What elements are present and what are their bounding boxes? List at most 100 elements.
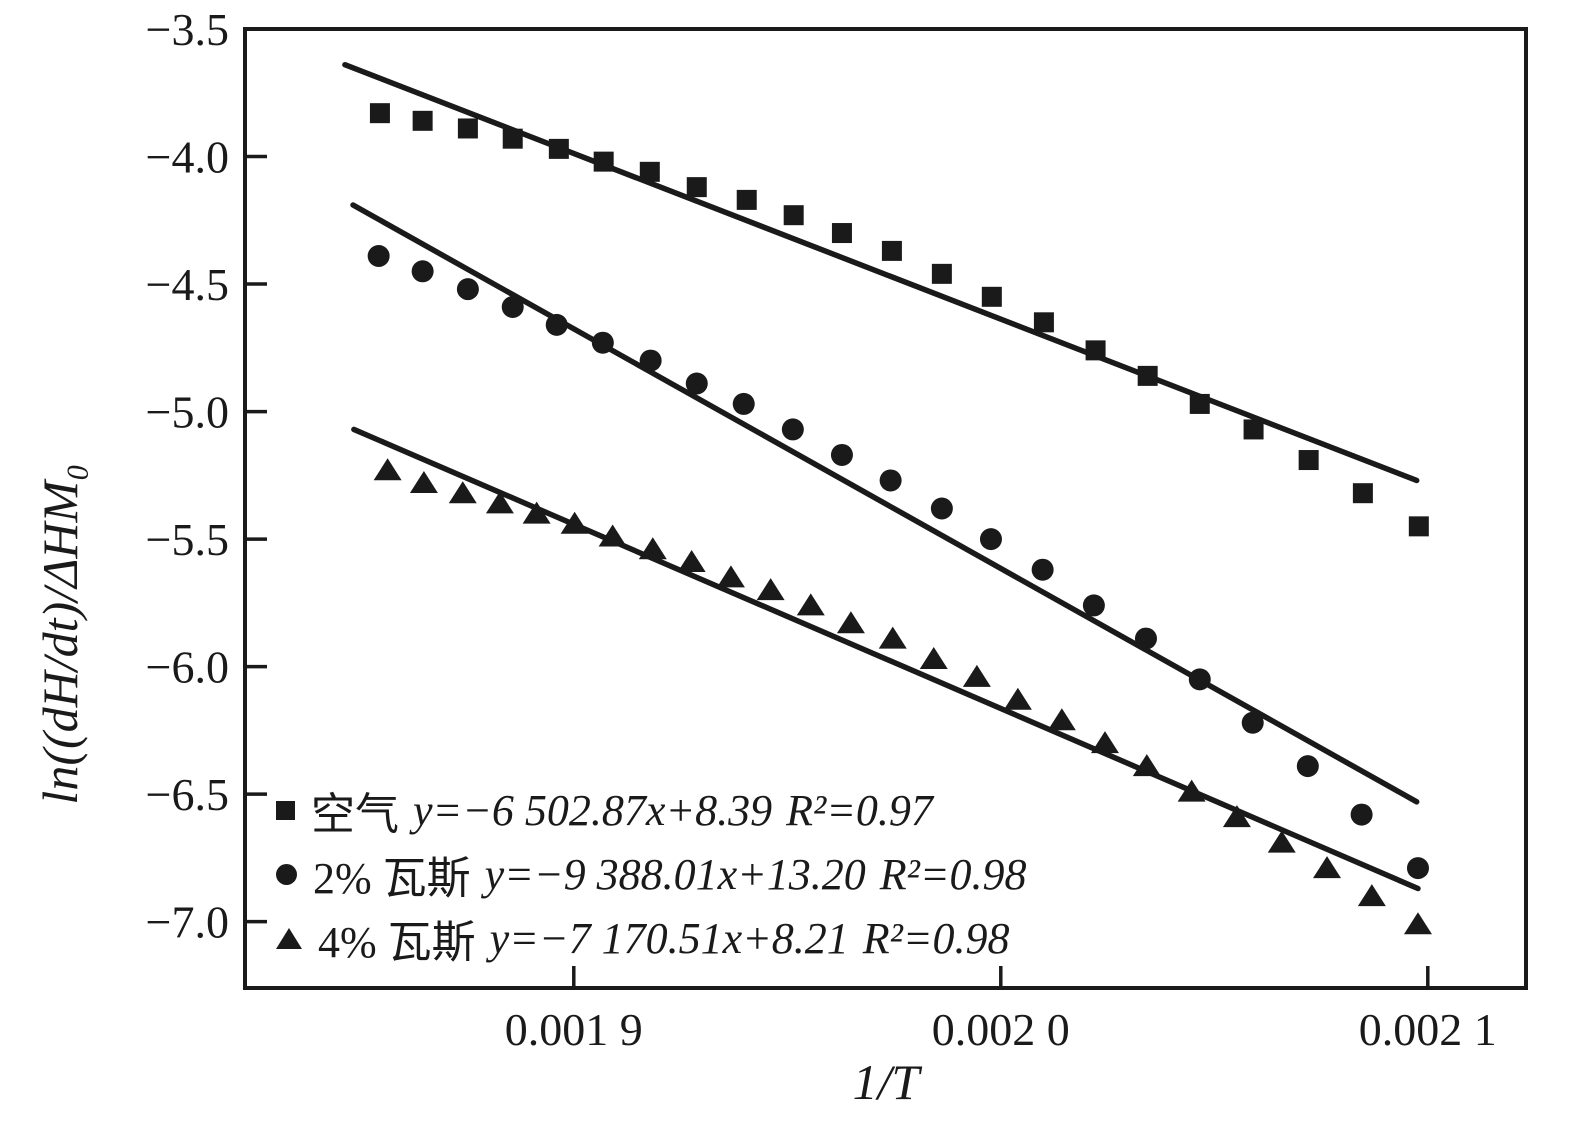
x-axis-title: 1/T — [852, 1054, 920, 1110]
data-point-circle — [1350, 803, 1373, 826]
x-axis-tick-label: 0.001 9 — [505, 1004, 643, 1055]
data-point-circle — [411, 260, 434, 283]
data-point-triangle — [1047, 708, 1076, 731]
legend-item-2pct-gas: 2% 瓦斯 y=−9 388.01x+13.20 R²=0.98 — [276, 842, 1027, 906]
data-point-circle — [456, 278, 479, 301]
data-point-square — [457, 118, 478, 139]
y-axis-tick-label: −6.5 — [146, 769, 229, 820]
data-point-triangle — [598, 524, 627, 547]
data-point-circle — [879, 469, 902, 492]
data-point-circle — [830, 443, 853, 466]
legend-series-name: 空气 — [311, 790, 399, 839]
data-point-square — [783, 205, 804, 226]
data-point-triangle — [677, 550, 706, 573]
data-point-circle — [1241, 711, 1264, 734]
data-point-square — [981, 286, 1002, 307]
triangle-marker-icon — [276, 927, 302, 949]
data-point-triangle — [1403, 912, 1432, 935]
data-point-triangle — [878, 626, 907, 649]
legend-r-squared: R²=0.97 — [786, 785, 933, 835]
data-point-triangle — [756, 578, 785, 601]
data-point-triangle — [1222, 805, 1251, 828]
data-point-circle — [1031, 558, 1054, 581]
data-point-square — [736, 189, 757, 210]
data-point-square — [931, 263, 952, 284]
data-point-circle — [685, 372, 708, 395]
data-point-circle — [1134, 627, 1157, 650]
legend-equation: y=−6 502.87x+8.39 — [413, 785, 773, 835]
data-point-square — [639, 161, 660, 182]
legend-equation: y=−7 170.51x+8.21 — [489, 913, 849, 963]
data-point-square — [1085, 340, 1106, 361]
data-point-square — [686, 177, 707, 198]
data-point-square — [1243, 419, 1264, 440]
fit-line-circle — [350, 202, 1420, 805]
data-point-square — [502, 128, 523, 149]
data-point-square — [548, 138, 569, 159]
data-point-triangle — [638, 537, 667, 560]
data-point-triangle — [962, 664, 991, 687]
y-axis-tick-label: −5.5 — [146, 514, 229, 565]
data-point-square — [1352, 483, 1373, 504]
data-point-triangle — [1003, 687, 1032, 710]
data-point-square — [412, 110, 433, 131]
data-point-circle — [591, 331, 614, 354]
plot-border — [243, 27, 1528, 990]
data-point-square — [1137, 365, 1158, 386]
data-point-circle — [367, 244, 390, 267]
data-point-circle — [1296, 755, 1319, 778]
data-point-triangle — [373, 458, 402, 481]
y-axis-tick-label: −4.5 — [146, 259, 229, 310]
fit-line-square — [342, 61, 1420, 484]
data-point-triangle — [1313, 856, 1342, 879]
data-point-triangle — [409, 470, 438, 493]
data-point-triangle — [796, 593, 825, 616]
data-point-triangle — [1132, 754, 1161, 777]
data-point-circle — [979, 528, 1002, 551]
data-point-square — [1298, 450, 1319, 471]
y-axis-tick-label: −6.0 — [146, 642, 229, 693]
data-point-triangle — [560, 511, 589, 534]
data-point-triangle — [836, 611, 865, 634]
data-point-square — [369, 103, 390, 124]
circle-marker-icon — [276, 863, 297, 885]
data-point-circle — [545, 313, 568, 336]
data-point-triangle — [919, 646, 948, 669]
legend-series-name: 4% 瓦斯 — [318, 918, 476, 967]
data-point-triangle — [1267, 830, 1296, 853]
legend-r-squared: R²=0.98 — [862, 913, 1010, 963]
legend-item-air: 空气 y=−6 502.87x+8.39 R²=0.97 — [276, 778, 1027, 842]
data-point-triangle — [1177, 779, 1206, 802]
data-point-square — [593, 151, 614, 172]
data-point-triangle — [448, 481, 477, 504]
data-point-circle — [501, 296, 524, 319]
data-point-square — [1189, 393, 1210, 414]
data-point-triangle — [1357, 884, 1386, 907]
data-point-circle — [639, 349, 662, 372]
data-point-triangle — [716, 565, 745, 588]
x-axis-tick-label: 0.002 0 — [932, 1004, 1070, 1055]
data-point-square — [831, 223, 852, 244]
legend: 空气 y=−6 502.87x+8.39 R²=0.97 2% 瓦斯 y=−9 … — [276, 778, 1027, 970]
data-point-circle — [781, 418, 804, 441]
y-axis-tick-label: −4.0 — [146, 132, 229, 183]
data-point-triangle — [1090, 731, 1119, 754]
y-axis-tick-label: −7.0 — [146, 897, 229, 948]
data-point-circle — [732, 392, 755, 415]
legend-equation: y=−9 388.01x+13.20 — [484, 849, 866, 899]
data-point-triangle — [485, 491, 514, 514]
x-axis-tick-label: 0.002 1 — [1359, 1004, 1497, 1055]
y-axis-title: ln((dH/dt)/ΔHM₀ — [32, 463, 88, 805]
square-marker-icon — [276, 800, 295, 820]
legend-series-name: 2% 瓦斯 — [313, 854, 471, 903]
data-point-circle — [1406, 857, 1429, 880]
data-point-square — [1408, 516, 1429, 537]
legend-r-squared: R²=0.98 — [879, 849, 1027, 899]
data-point-circle — [930, 497, 953, 520]
data-point-circle — [1188, 668, 1211, 691]
y-axis-tick-label: −3.5 — [146, 4, 229, 55]
data-point-square — [1033, 312, 1054, 333]
data-point-triangle — [522, 501, 551, 524]
